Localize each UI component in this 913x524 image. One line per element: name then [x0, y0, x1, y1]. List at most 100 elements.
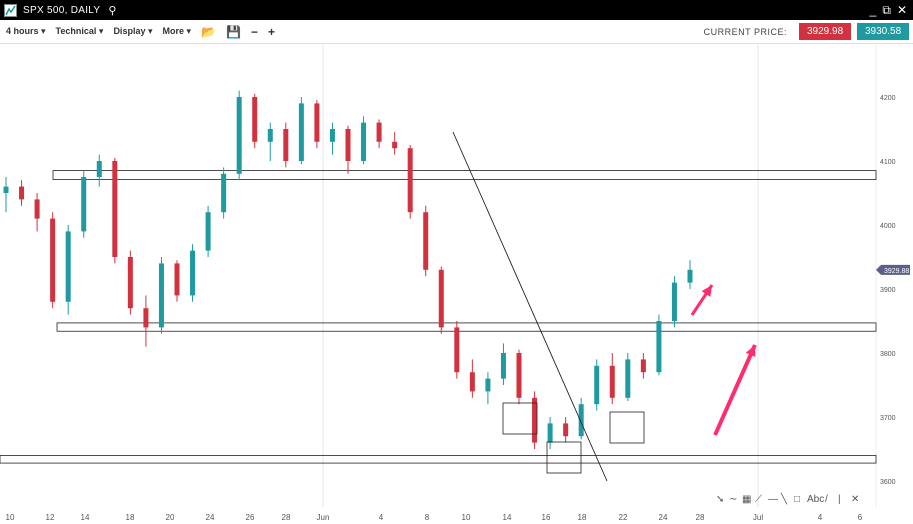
candle-body — [50, 218, 56, 302]
candle-body — [423, 212, 429, 270]
candle-body — [3, 186, 9, 193]
arrow-tool-icon[interactable]: ➘ — [716, 494, 724, 505]
rectangle-tool-icon[interactable]: □ — [794, 494, 800, 505]
x-tick-label: 14 — [81, 513, 90, 522]
candle-body — [112, 161, 118, 257]
candle-body — [65, 231, 71, 302]
candle-body — [516, 353, 522, 398]
y-tick-label: 4100 — [880, 159, 896, 166]
current-price-label: CURRENT PRICE: — [703, 26, 787, 37]
horizontal-line-tool-icon[interactable]: — — [768, 494, 778, 505]
x-tick-label: 24 — [206, 513, 215, 522]
price-chart[interactable]: 4200 4100 4000 3900 3800 3700 3600 10 12 14 18 20 24… — [0, 45, 913, 524]
arrow-head-icon — [701, 285, 712, 297]
trend-line-tool-icon[interactable]: ╲ — [780, 492, 788, 505]
more-dropdown[interactable]: More — [162, 26, 191, 37]
candle-body — [205, 212, 211, 251]
app-logo-icon — [4, 3, 17, 17]
candle-body — [19, 186, 25, 200]
window-title: SPX 500, DAILY — [23, 4, 101, 16]
display-dropdown[interactable]: Display — [113, 26, 152, 37]
candle-body — [190, 250, 196, 296]
candle-body — [656, 321, 662, 373]
candle-body — [158, 263, 164, 328]
minimize-button[interactable]: _ — [869, 2, 877, 17]
x-tick-label: Jul — [753, 513, 763, 522]
annotation-box[interactable] — [609, 411, 645, 444]
x-tick-label: 14 — [503, 513, 512, 522]
x-tick-label: 24 — [659, 513, 668, 522]
x-tick-label: 26 — [246, 513, 255, 522]
x-tick-label: 28 — [696, 513, 705, 522]
candle-body — [485, 378, 491, 392]
candle-body — [221, 173, 227, 213]
trend-line[interactable] — [452, 131, 608, 482]
x-tick-label: 4 — [379, 513, 384, 522]
fan-tool-icon[interactable]: ⟋ — [755, 494, 762, 505]
x-tick-label: 10 — [462, 513, 471, 522]
candle-body — [174, 263, 180, 296]
buy-price-button[interactable]: 3930.58 — [857, 23, 909, 40]
vertical-line-tool-icon[interactable]: | — [838, 494, 841, 505]
candle-body — [127, 257, 133, 309]
x-tick-label: 18 — [126, 513, 135, 522]
title-bar: SPX 500, DAILY ⚲ _ ⧉ ✕ — [0, 0, 913, 20]
x-tick-label: 16 — [542, 513, 551, 522]
x-tick-label: 22 — [619, 513, 628, 522]
candle-body — [329, 129, 335, 142]
search-icon[interactable]: ⚲ — [108, 4, 117, 17]
folder-icon[interactable]: 📂 — [201, 24, 216, 39]
toolbar: 4 hours Technical Display More 📂 💾 − + C… — [0, 20, 913, 44]
curve-tool-icon[interactable]: ∼ — [729, 494, 737, 505]
arrow-head-icon — [745, 345, 756, 357]
popout-button[interactable]: ⧉ — [882, 2, 891, 17]
sell-price-button[interactable]: 3929.98 — [799, 23, 851, 40]
fib-grid-tool-icon[interactable]: ▦ — [742, 494, 751, 505]
candle-body — [34, 199, 40, 219]
close-button[interactable]: ✕ — [896, 2, 907, 17]
zoom-in-button[interactable]: + — [267, 24, 275, 39]
annotation-box[interactable] — [546, 441, 582, 474]
annotation-box[interactable] — [502, 402, 538, 435]
x-tick-label: 20 — [166, 513, 175, 522]
x-tick-label: Jun — [317, 513, 330, 522]
x-tick-label: 8 — [425, 513, 430, 522]
candle-body — [392, 141, 398, 149]
support-resistance-zone[interactable] — [52, 170, 877, 180]
candle-body — [469, 372, 475, 392]
x-tick-label: 4 — [818, 513, 823, 522]
candle-body — [532, 397, 538, 443]
save-icon[interactable]: 💾 — [225, 24, 241, 39]
candle-body — [609, 365, 615, 398]
support-resistance-zone[interactable] — [0, 454, 877, 464]
x-tick-label: 10 — [6, 513, 15, 522]
candle-body — [500, 353, 506, 379]
y-tick-label: 3800 — [880, 351, 896, 358]
x-tick-label: 28 — [282, 513, 291, 522]
candle-body — [298, 103, 304, 161]
text-tool-icon[interactable]: Abc — [807, 494, 824, 505]
timeframe-dropdown[interactable]: 4 hours — [6, 26, 46, 37]
candle-body — [314, 103, 320, 142]
candle-body — [96, 161, 102, 177]
arrow-annotation[interactable] — [713, 344, 757, 436]
candle-body — [345, 129, 351, 161]
candle-body — [407, 148, 413, 213]
current-price-label: 3929.88 — [884, 268, 909, 275]
y-tick-label: 4200 — [880, 95, 896, 102]
technical-dropdown[interactable]: Technical — [56, 26, 104, 37]
support-resistance-zone[interactable] — [56, 322, 877, 332]
candle-body — [267, 129, 273, 142]
delete-tool-icon[interactable]: ✕ — [851, 494, 859, 505]
x-tick-label: 6 — [858, 513, 863, 522]
candle-body — [640, 359, 646, 373]
y-tick-label: 4000 — [880, 223, 896, 230]
line-tool-icon[interactable]: / — [825, 494, 828, 505]
x-tick-label: 12 — [46, 513, 55, 522]
y-tick-label: 3900 — [880, 287, 896, 294]
candle-body — [594, 365, 600, 405]
candle-body — [454, 327, 460, 373]
candle-body — [376, 122, 382, 142]
zoom-out-button[interactable]: − — [250, 24, 258, 39]
current-price-tag — [876, 264, 910, 275]
